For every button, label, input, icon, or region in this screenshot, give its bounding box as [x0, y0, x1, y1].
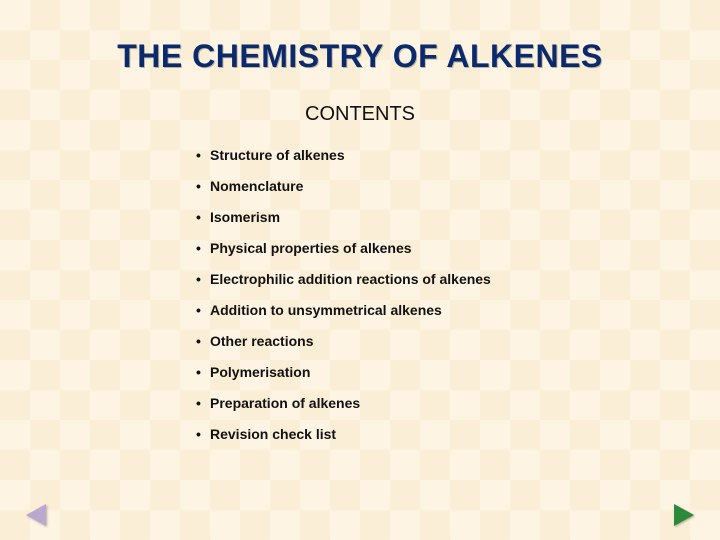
list-item: Polymerisation [196, 365, 720, 379]
slide-subtitle: CONTENTS [0, 103, 720, 126]
list-item: Revision check list [196, 427, 720, 441]
list-item: Other reactions [196, 334, 720, 348]
list-item: Electrophilic addition reactions of alke… [196, 272, 720, 286]
list-item: Nomenclature [196, 179, 720, 193]
contents-list: Structure of alkenes Nomenclature Isomer… [196, 148, 720, 441]
list-item: Preparation of alkenes [196, 396, 720, 410]
list-item: Addition to unsymmetrical alkenes [196, 303, 720, 317]
slide-title: THE CHEMISTRY OF ALKENES [0, 38, 720, 75]
prev-arrow-icon[interactable] [26, 504, 46, 526]
list-item: Structure of alkenes [196, 148, 720, 162]
next-arrow-icon[interactable] [674, 504, 694, 526]
list-item: Isomerism [196, 210, 720, 224]
list-item: Physical properties of alkenes [196, 241, 720, 255]
slide: THE CHEMISTRY OF ALKENES CONTENTS Struct… [0, 0, 720, 540]
